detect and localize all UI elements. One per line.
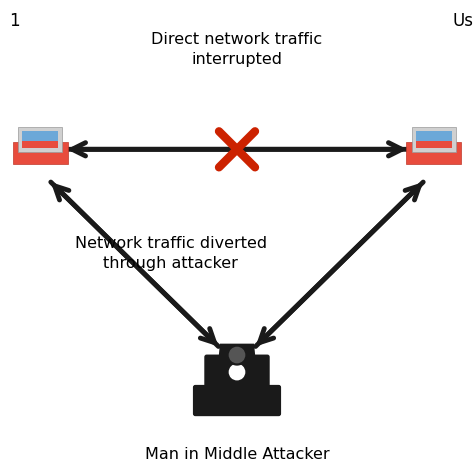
Text: 1: 1 xyxy=(9,12,20,30)
FancyBboxPatch shape xyxy=(406,143,461,164)
Bar xyxy=(18,127,62,152)
Bar xyxy=(412,127,456,152)
FancyBboxPatch shape xyxy=(13,143,68,164)
Polygon shape xyxy=(216,344,258,383)
Text: Us: Us xyxy=(453,12,474,30)
Circle shape xyxy=(228,346,246,364)
FancyBboxPatch shape xyxy=(193,385,281,416)
Bar xyxy=(22,140,58,148)
Bar xyxy=(22,131,58,148)
Bar xyxy=(416,140,452,148)
Text: Man in Middle Attacker: Man in Middle Attacker xyxy=(145,447,329,462)
Bar xyxy=(416,131,452,148)
Circle shape xyxy=(227,345,247,365)
Circle shape xyxy=(228,364,246,381)
FancyBboxPatch shape xyxy=(211,356,263,388)
Text: Network traffic diverted
through attacker: Network traffic diverted through attacke… xyxy=(74,236,267,271)
FancyBboxPatch shape xyxy=(204,355,270,390)
Text: Direct network traffic
interrupted: Direct network traffic interrupted xyxy=(151,32,323,67)
